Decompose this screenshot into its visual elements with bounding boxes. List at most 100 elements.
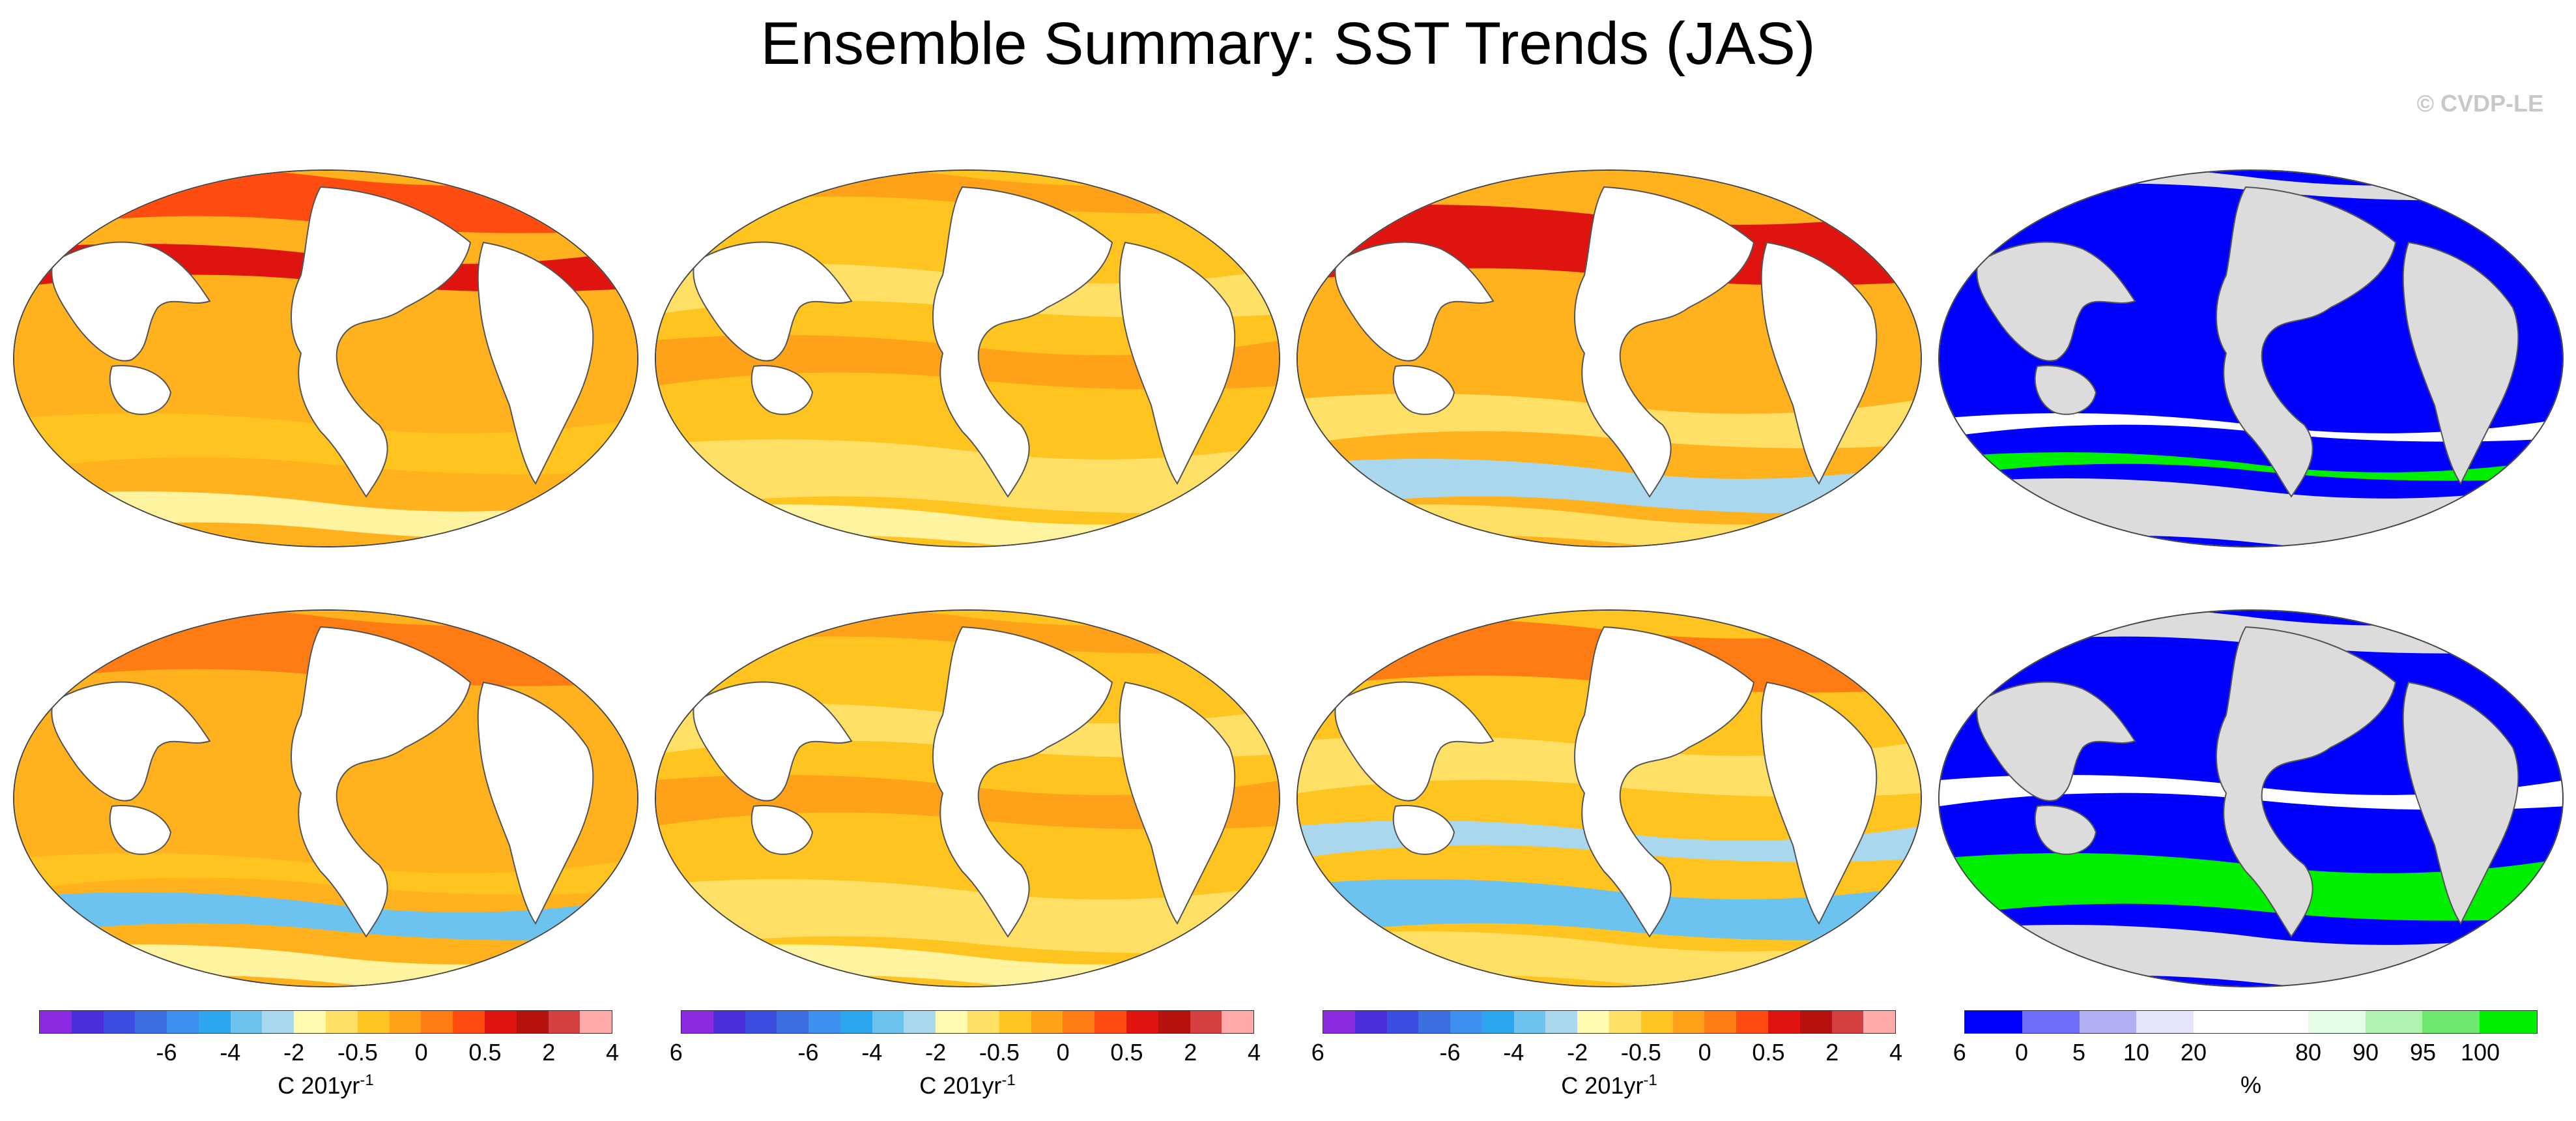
trend-colorbar <box>39 1010 612 1034</box>
colorbar-swatch <box>904 1011 936 1033</box>
colorbar-swatch <box>681 1011 713 1033</box>
colorbar-ticks: -6 -4 -2 -0.5 0 0.5 2 4 6 <box>39 1039 683 1068</box>
tick-label: 4 <box>605 1039 620 1066</box>
colorbar-swatch <box>2250 1011 2308 1033</box>
colorbar-swatch <box>1640 1011 1673 1033</box>
map-canvas <box>656 171 1279 546</box>
colorbar-swatch <box>389 1011 422 1033</box>
colorbar-swatch <box>2022 1011 2080 1033</box>
tick-label: -6 <box>156 1039 177 1066</box>
colorbar-swatch <box>936 1011 968 1033</box>
value-band <box>1939 452 2562 481</box>
colorbar-swatch <box>1450 1011 1482 1033</box>
colorbar-swatch <box>1031 1011 1063 1033</box>
tick-label: 6 <box>1311 1039 1324 1066</box>
colorbar-swatch <box>103 1011 136 1033</box>
units-text: C 201yr <box>278 1072 360 1099</box>
colorbar-units: C 201yr-1 <box>681 1071 1254 1099</box>
colorbar-swatch <box>2194 1011 2251 1033</box>
colorbar-swatch <box>1831 1011 1864 1033</box>
units-text: C 201yr <box>1561 1072 1644 1099</box>
tick-label: 0 <box>1056 1039 1070 1066</box>
map-trend-model-b[interactable] <box>13 609 638 987</box>
map-diff-a[interactable] <box>1296 169 1922 547</box>
colorbar-swatch <box>580 1011 612 1033</box>
colorbar-swatch <box>294 1011 326 1033</box>
tick-label: -4 <box>1503 1039 1524 1066</box>
tick-label: -4 <box>220 1039 241 1066</box>
map-rank-a[interactable] <box>1938 169 2564 547</box>
colorbar-swatch <box>1418 1011 1451 1033</box>
colorbar-units: C 201yr-1 <box>1323 1071 1896 1099</box>
colorbar-swatch <box>516 1011 549 1033</box>
colorbar-ticks: -6 -4 -2 -0.5 0 0.5 2 4 6 <box>681 1039 1324 1068</box>
tick-label: 100 <box>2460 1039 2500 1066</box>
tick-label: 0.5 <box>468 1039 502 1066</box>
colorbar-swatch <box>1609 1011 1641 1033</box>
colorbar-swatch <box>1323 1011 1355 1033</box>
colorbar-swatch <box>135 1011 167 1033</box>
colorbar-swatch <box>484 1011 517 1033</box>
colorbar-swatch <box>1577 1011 1610 1033</box>
colorbar-swatch <box>71 1011 104 1033</box>
map-rank-b[interactable] <box>1938 609 2564 987</box>
colorbar-swatch <box>967 1011 999 1033</box>
colorbar-swatch <box>1799 1011 1832 1033</box>
colorbar-ticks: -6 -4 -2 -0.5 0 0.5 2 4 6 <box>1323 1039 1966 1068</box>
colorbar-swatch <box>357 1011 390 1033</box>
tick-label: -4 <box>861 1039 883 1066</box>
colorbar-swatch <box>745 1011 777 1033</box>
value-band <box>656 439 1279 514</box>
colorbar-ticks: 0 5 10 20 80 90 95 100 <box>1964 1039 2538 1068</box>
tick-label: 2 <box>1184 1039 1197 1066</box>
colorbar-swatch <box>1704 1011 1737 1033</box>
colorbar-units: % <box>1964 1071 2538 1099</box>
colorbar-swatch <box>548 1011 580 1033</box>
map-canvas <box>14 171 637 546</box>
tick-label: 0.5 <box>1110 1039 1143 1066</box>
tick-label: 6 <box>669 1039 683 1066</box>
colorbar-swatch <box>167 1011 199 1033</box>
map-trend-obs[interactable] <box>655 609 1280 987</box>
colorbar-swatch <box>1736 1011 1768 1033</box>
units-exponent: -1 <box>1643 1071 1657 1089</box>
tick-label: -6 <box>1439 1039 1461 1066</box>
colorbar-swatch <box>198 1011 231 1033</box>
map-canvas <box>1939 611 2562 986</box>
colorbar-swatch <box>1513 1011 1546 1033</box>
value-band <box>1939 853 2562 921</box>
tick-label: 6 <box>1953 1039 1966 1066</box>
map-canvas <box>656 611 1279 986</box>
tick-label: 0.5 <box>1752 1039 1785 1066</box>
colorbar-swatch <box>2308 1011 2366 1033</box>
colorbar-swatch <box>1354 1011 1387 1033</box>
map-canvas <box>1939 171 2562 546</box>
tick-label: 20 <box>2180 1039 2207 1066</box>
tick-label: -0.5 <box>1620 1039 1661 1066</box>
colorbar-units: C 201yr-1 <box>39 1071 612 1099</box>
colorbar-swatch <box>1126 1011 1158 1033</box>
tick-label: -2 <box>1567 1039 1588 1066</box>
map-trend-model-a[interactable] <box>13 169 638 547</box>
map-trend-obs[interactable] <box>655 169 1280 547</box>
tick-label: -6 <box>797 1039 819 1066</box>
rank-colorbar <box>1964 1010 2538 1034</box>
tick-label: -2 <box>925 1039 947 1066</box>
figure-title: Ensemble Summary: SST Trends (JAS) <box>760 10 1816 77</box>
colorbar-swatch <box>453 1011 485 1033</box>
colorbar-swatch <box>230 1011 263 1033</box>
units-text: C 201yr <box>919 1072 1002 1099</box>
colorbar-swatch <box>999 1011 1031 1033</box>
colorbar-swatch <box>262 1011 294 1033</box>
colorbar-swatch <box>1158 1011 1190 1033</box>
tick-label: 4 <box>1247 1039 1261 1066</box>
value-band <box>656 879 1279 954</box>
colorbar-swatch <box>872 1011 904 1033</box>
value-band <box>1298 459 1921 514</box>
units-exponent: -1 <box>1001 1071 1016 1089</box>
trend-colorbar <box>681 1010 1254 1034</box>
tick-label: 0 <box>414 1039 428 1066</box>
colorbar-swatch <box>326 1011 358 1033</box>
map-diff-b[interactable] <box>1296 609 1922 987</box>
tick-label: 90 <box>2352 1039 2379 1066</box>
